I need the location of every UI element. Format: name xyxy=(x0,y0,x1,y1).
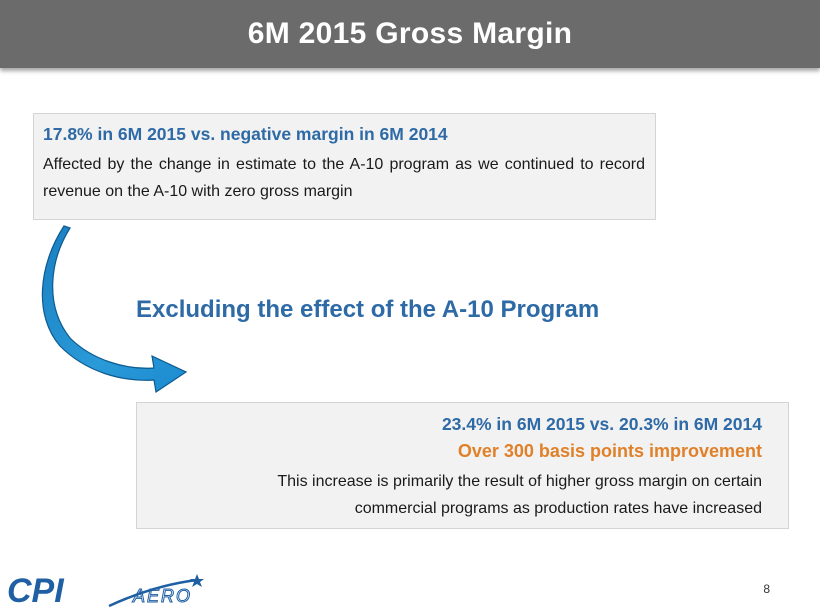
improvement-highlight: Over 300 basis points improvement xyxy=(457,441,762,461)
logo-primary-text: CPI xyxy=(7,572,65,608)
page-number: 8 xyxy=(763,582,770,596)
reported-margin-heading: 17.8% in 6M 2015 vs. negative margin in … xyxy=(43,124,448,144)
reported-margin-box: 17.8% in 6M 2015 vs. negative margin in … xyxy=(33,113,656,220)
slide-title: 6M 2015 Gross Margin xyxy=(247,17,573,50)
excluding-a10-heading: Excluding the effect of the A-10 Program xyxy=(136,296,600,323)
adjusted-margin-body-line-2: commercial programs as production rates … xyxy=(354,500,762,517)
star-icon xyxy=(190,574,204,587)
adjusted-margin-heading: 23.4% in 6M 2015 vs. 20.3% in 6M 2014 xyxy=(441,414,762,434)
adjusted-margin-body-line-1: This increase is primarily the result of… xyxy=(277,473,762,490)
title-bar: 6M 2015 Gross Margin xyxy=(0,0,820,68)
adjusted-margin-box: 23.4% in 6M 2015 vs. 20.3% in 6M 2014 Ov… xyxy=(136,402,789,529)
company-logo: CPI AERO xyxy=(7,572,204,608)
logo-secondary-text: AERO xyxy=(132,586,192,606)
curved-arrow-icon xyxy=(41,225,188,394)
reported-margin-body: Affected by the change in estimate to th… xyxy=(43,156,645,200)
logo-swoosh xyxy=(108,578,198,608)
